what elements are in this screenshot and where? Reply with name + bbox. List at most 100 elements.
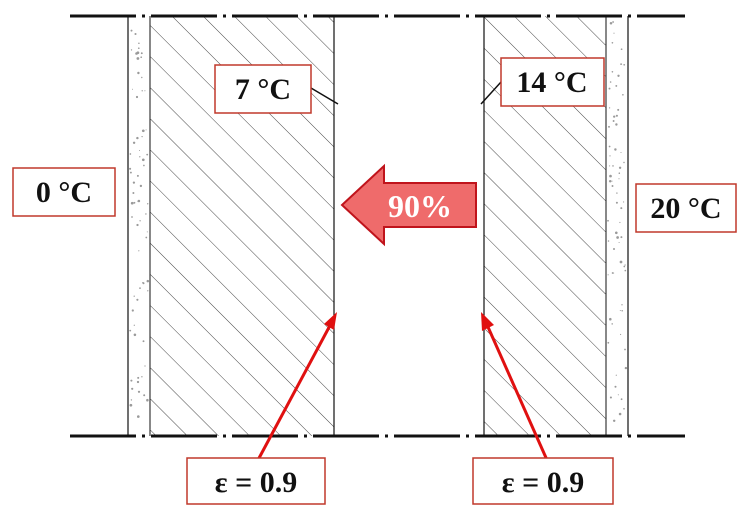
plaster-speckle xyxy=(143,164,145,167)
plaster-speckle xyxy=(136,174,139,177)
plaster-speckle xyxy=(623,265,626,268)
plaster-speckle xyxy=(137,376,140,379)
plaster-speckle xyxy=(618,412,622,416)
plaster-speckle xyxy=(131,387,134,390)
plaster-speckle xyxy=(612,21,615,23)
plaster-speckle xyxy=(609,165,611,167)
left-emissivity-text: ε = 0.9 xyxy=(215,466,297,499)
plaster-speckle xyxy=(608,87,611,90)
plaster-speckle xyxy=(132,88,133,90)
plaster-speckle xyxy=(136,223,139,227)
plaster-speckle xyxy=(620,151,622,154)
plaster-speckle xyxy=(622,93,624,96)
plaster-speckle xyxy=(144,90,146,92)
plaster-speckle xyxy=(137,390,141,393)
plaster-speckle xyxy=(129,167,132,170)
plaster-speckle xyxy=(130,29,133,32)
plaster-speckle xyxy=(607,274,609,276)
plaster-speckle xyxy=(609,317,612,321)
plaster-speckle xyxy=(609,81,612,83)
plaster-speckle xyxy=(139,220,141,222)
plaster-speckle xyxy=(138,149,141,152)
plaster-speckle xyxy=(136,57,140,60)
plaster-speckle xyxy=(608,145,611,148)
plaster-speckle xyxy=(144,365,146,367)
heat-flow-arrow: 90% xyxy=(340,163,477,247)
plaster-speckle xyxy=(146,153,149,156)
plaster-speckle xyxy=(619,309,621,312)
plaster-speckle xyxy=(139,156,141,158)
plaster-speckle xyxy=(609,396,612,399)
plaster-speckle xyxy=(136,380,140,384)
plaster-speckle xyxy=(620,207,623,210)
plaster-speckle xyxy=(146,279,150,283)
plaster-speckle xyxy=(621,310,623,312)
plaster-speckle xyxy=(130,399,133,401)
plaster-speckle xyxy=(612,247,616,251)
plaster-speckle xyxy=(131,216,133,218)
inside-temp-label: 20 °C xyxy=(635,183,737,233)
plaster-speckle xyxy=(145,129,147,131)
plaster-speckle xyxy=(611,185,614,187)
plaster-speckle xyxy=(613,32,615,34)
plaster-speckle xyxy=(133,295,135,297)
plaster-speckle xyxy=(139,287,141,289)
plaster-speckle xyxy=(141,90,143,92)
plaster-speckle xyxy=(140,56,143,59)
plaster-speckle xyxy=(134,32,137,36)
plaster-speckle xyxy=(141,158,145,162)
left-surface-temp-label: 7 °C xyxy=(214,64,312,114)
plaster-speckle xyxy=(615,231,618,235)
plaster-speckle xyxy=(621,304,623,306)
plaster-speckle xyxy=(612,165,614,167)
inside-temp-text: 20 °C xyxy=(650,192,721,225)
plaster-speckle xyxy=(609,21,613,25)
plaster-speckle xyxy=(141,135,143,138)
left-emissivity-pointer xyxy=(256,312,337,461)
plaster-speckle xyxy=(609,174,612,178)
plaster-speckle xyxy=(615,201,618,204)
plaster-speckle xyxy=(612,419,616,423)
plaster-speckle xyxy=(611,41,614,44)
plaster-speckle xyxy=(615,114,618,117)
left-temp-leader xyxy=(310,87,339,105)
right-emissivity-text: ε = 0.9 xyxy=(502,466,584,499)
plaster-speckle xyxy=(137,47,140,50)
plaster-speckle xyxy=(620,398,623,401)
plaster-speckle xyxy=(607,240,610,242)
plaster-speckle xyxy=(608,125,610,128)
plaster-speckle xyxy=(142,282,144,284)
plaster-speckle xyxy=(146,231,148,233)
plaster-speckle xyxy=(138,250,140,252)
plaster-speckle xyxy=(617,394,619,396)
plaster-speckle xyxy=(145,236,148,239)
plaster-speckle xyxy=(608,179,612,183)
plaster-speckle xyxy=(130,49,133,51)
plaster-speckle xyxy=(614,148,617,151)
right-emissivity-pointer xyxy=(481,312,549,461)
plaster-speckle xyxy=(617,74,620,77)
plaster-speckle xyxy=(131,309,134,312)
plaster-speckle xyxy=(614,385,617,388)
plaster-speckle xyxy=(608,107,611,109)
plaster-speckle xyxy=(138,42,140,44)
plaster-speckle xyxy=(143,394,146,397)
right-temp-leader xyxy=(480,81,502,105)
plaster-speckle xyxy=(132,192,135,194)
plaster-speckle xyxy=(140,52,143,55)
plaster-speckle xyxy=(618,178,620,180)
plaster-speckle xyxy=(129,329,132,332)
plaster-speckle xyxy=(615,123,618,126)
plaster-speckle xyxy=(133,201,136,204)
plaster-speckle xyxy=(141,129,145,133)
plaster-speckle xyxy=(607,341,610,344)
plaster-speckle xyxy=(136,136,139,140)
plaster-speckle xyxy=(618,172,621,174)
plaster-speckle xyxy=(139,184,143,188)
outside-temp-label: 0 °C xyxy=(12,167,116,217)
plaster-speckle xyxy=(142,340,145,343)
plaster-speckle xyxy=(623,201,625,203)
plaster-speckle xyxy=(613,115,616,118)
plaster-speckle xyxy=(618,241,620,244)
